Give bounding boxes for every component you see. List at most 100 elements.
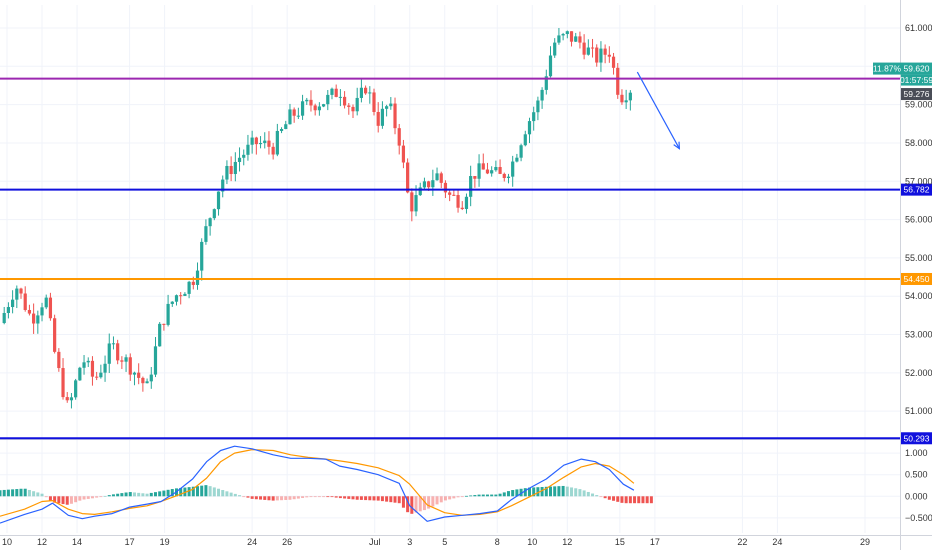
- candle[interactable]: [557, 27, 561, 45]
- candle[interactable]: [2, 306, 6, 325]
- candle[interactable]: [6, 302, 11, 319]
- candle[interactable]: [120, 356, 124, 370]
- candle[interactable]: [326, 90, 330, 111]
- candle[interactable]: [342, 91, 347, 109]
- candle[interactable]: [225, 160, 229, 185]
- candle[interactable]: [351, 104, 355, 119]
- candle[interactable]: [107, 333, 111, 374]
- candle[interactable]: [162, 323, 166, 331]
- candle[interactable]: [258, 136, 263, 149]
- candle[interactable]: [174, 294, 179, 306]
- candle[interactable]: [338, 89, 342, 107]
- candle[interactable]: [44, 294, 48, 310]
- candle[interactable]: [200, 238, 204, 281]
- candle[interactable]: [490, 166, 494, 177]
- candle[interactable]: [385, 104, 389, 117]
- candle[interactable]: [69, 393, 74, 409]
- candle[interactable]: [456, 189, 460, 213]
- candle[interactable]: [359, 79, 364, 103]
- candle[interactable]: [611, 52, 616, 75]
- candle[interactable]: [149, 367, 153, 389]
- candle[interactable]: [137, 363, 141, 385]
- candle[interactable]: [95, 371, 99, 381]
- candle[interactable]: [448, 190, 452, 202]
- candle[interactable]: [61, 358, 65, 400]
- candle[interactable]: [540, 87, 544, 109]
- candle[interactable]: [485, 162, 490, 175]
- candle[interactable]: [86, 357, 90, 368]
- candle[interactable]: [460, 201, 464, 211]
- candle[interactable]: [582, 34, 586, 60]
- candle[interactable]: [494, 160, 498, 172]
- candle[interactable]: [321, 103, 326, 108]
- candle[interactable]: [254, 136, 258, 155]
- candle[interactable]: [519, 143, 523, 162]
- candle[interactable]: [527, 117, 532, 144]
- candle[interactable]: [78, 366, 82, 381]
- candle[interactable]: [536, 96, 540, 121]
- candle[interactable]: [90, 356, 95, 386]
- candle[interactable]: [141, 376, 145, 392]
- candle[interactable]: [179, 292, 183, 305]
- candle[interactable]: [561, 32, 565, 41]
- candle[interactable]: [477, 154, 481, 187]
- candle[interactable]: [481, 153, 485, 170]
- candle[interactable]: [233, 152, 237, 182]
- candle[interactable]: [532, 106, 536, 131]
- candle[interactable]: [595, 44, 599, 67]
- projection-arrow[interactable]: [636, 71, 681, 150]
- candle[interactable]: [305, 97, 309, 105]
- candle[interactable]: [578, 31, 582, 49]
- candle[interactable]: [279, 127, 284, 134]
- candle[interactable]: [288, 103, 292, 125]
- candle[interactable]: [132, 371, 137, 386]
- candle[interactable]: [330, 87, 334, 100]
- candle[interactable]: [607, 46, 611, 63]
- candle[interactable]: [128, 353, 132, 381]
- candle[interactable]: [208, 217, 212, 236]
- candle[interactable]: [624, 89, 628, 109]
- candle[interactable]: [153, 337, 158, 378]
- candle[interactable]: [511, 155, 515, 187]
- candle[interactable]: [464, 193, 469, 214]
- candle[interactable]: [574, 32, 578, 42]
- candle[interactable]: [368, 86, 372, 104]
- candle[interactable]: [603, 44, 607, 64]
- candle[interactable]: [116, 339, 120, 365]
- candle[interactable]: [263, 132, 267, 149]
- candle[interactable]: [267, 131, 271, 155]
- candle[interactable]: [271, 142, 275, 160]
- candle[interactable]: [364, 85, 368, 95]
- candle[interactable]: [195, 262, 200, 290]
- candle[interactable]: [380, 101, 385, 129]
- candle[interactable]: [23, 286, 27, 312]
- candle[interactable]: [237, 147, 242, 172]
- candle[interactable]: [376, 102, 380, 133]
- candle[interactable]: [183, 292, 187, 296]
- candle[interactable]: [158, 322, 162, 347]
- candle[interactable]: [27, 304, 32, 316]
- candle[interactable]: [275, 123, 279, 157]
- candle[interactable]: [515, 153, 519, 163]
- candle[interactable]: [569, 31, 574, 47]
- candle[interactable]: [506, 173, 511, 184]
- candle[interactable]: [548, 46, 553, 78]
- candle[interactable]: [82, 355, 86, 375]
- candle[interactable]: [40, 302, 44, 322]
- candle[interactable]: [372, 88, 376, 116]
- candle[interactable]: [229, 156, 233, 182]
- candle[interactable]: [124, 354, 128, 372]
- candle[interactable]: [523, 130, 527, 147]
- candle[interactable]: [300, 94, 305, 120]
- candle[interactable]: [317, 102, 321, 116]
- candle[interactable]: [187, 280, 191, 299]
- candle[interactable]: [393, 97, 397, 135]
- candle[interactable]: [431, 169, 435, 196]
- candle[interactable]: [473, 175, 477, 188]
- candle[interactable]: [221, 175, 225, 198]
- candle[interactable]: [212, 208, 216, 221]
- candle[interactable]: [292, 107, 296, 123]
- candle[interactable]: [435, 167, 439, 181]
- candle[interactable]: [544, 69, 548, 95]
